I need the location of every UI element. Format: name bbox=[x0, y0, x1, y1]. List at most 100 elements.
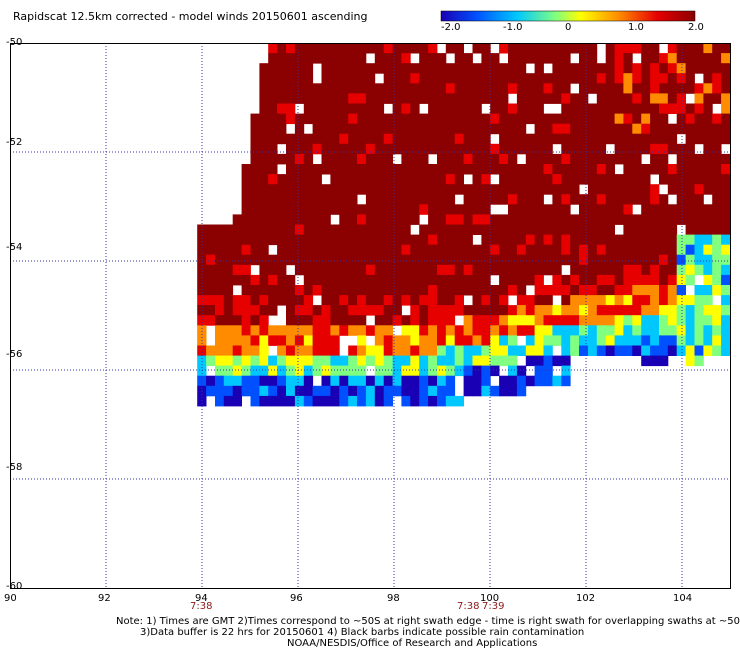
swath-cell bbox=[454, 295, 464, 306]
swath-cell bbox=[667, 184, 678, 195]
swath-cell bbox=[525, 153, 536, 165]
swath-cell bbox=[694, 164, 704, 175]
swath-cell bbox=[579, 143, 589, 155]
swath-cell bbox=[321, 285, 331, 296]
swath-cell bbox=[374, 153, 385, 165]
swath-cell bbox=[357, 214, 367, 225]
swath-cell bbox=[419, 315, 429, 326]
swath-cell bbox=[383, 73, 393, 84]
swath-cell bbox=[223, 395, 234, 407]
swath-cell bbox=[614, 153, 624, 165]
swath-cell bbox=[490, 123, 500, 135]
swath-cell bbox=[676, 73, 686, 84]
swath-cell bbox=[525, 274, 536, 286]
swath-cell bbox=[650, 355, 660, 367]
swath-cell bbox=[401, 113, 411, 125]
swath-cell bbox=[712, 264, 722, 276]
swath-cell bbox=[623, 63, 633, 74]
swath-cell bbox=[437, 143, 447, 155]
swath-cell bbox=[321, 305, 331, 316]
swath-cell bbox=[445, 365, 456, 377]
swath-cell bbox=[428, 164, 438, 175]
swath-cell bbox=[437, 194, 447, 205]
swath-cell bbox=[339, 83, 349, 94]
swath-cell bbox=[543, 305, 553, 316]
swath-cell bbox=[437, 224, 447, 235]
swath-cell bbox=[374, 63, 385, 74]
swath-cell bbox=[552, 73, 562, 84]
swath-cell bbox=[348, 274, 358, 286]
swath-cell bbox=[365, 224, 376, 235]
swath-cell bbox=[605, 204, 615, 215]
swath-cell bbox=[712, 143, 722, 155]
swath-cell bbox=[303, 83, 314, 94]
swath-cell bbox=[445, 315, 456, 326]
swath-cell bbox=[552, 254, 562, 266]
swath-cell bbox=[614, 305, 624, 316]
swath-cell bbox=[694, 315, 704, 326]
swath-cell bbox=[508, 325, 518, 336]
swath-cell bbox=[650, 83, 660, 94]
swath-cell bbox=[605, 335, 615, 346]
swath-cell bbox=[490, 325, 500, 336]
swath-cell bbox=[401, 53, 411, 64]
swath-cell bbox=[259, 325, 269, 336]
swath-cell bbox=[215, 355, 225, 367]
swath-cell bbox=[587, 63, 598, 74]
swath-cell bbox=[215, 365, 225, 377]
swath-cell bbox=[437, 295, 447, 306]
footer-note: Note: 1) Times are GMT 2)Times correspon… bbox=[116, 616, 740, 627]
swath-cell bbox=[419, 63, 429, 74]
swath-cell bbox=[419, 204, 429, 215]
swath-cell bbox=[694, 184, 704, 195]
swath-cell bbox=[286, 295, 296, 306]
swath-cell bbox=[339, 63, 349, 74]
swath-cell bbox=[437, 133, 447, 145]
swath-cell bbox=[286, 214, 296, 225]
swath-cell bbox=[614, 63, 624, 74]
swath-cell bbox=[552, 315, 562, 326]
swath-cell bbox=[685, 335, 695, 346]
swath-cell bbox=[401, 214, 411, 225]
swath-cell bbox=[525, 315, 536, 326]
swath-cell bbox=[348, 315, 358, 326]
swath-cell bbox=[516, 214, 527, 225]
swath-cell bbox=[667, 285, 678, 296]
swath-cell bbox=[543, 335, 553, 346]
swath-cell bbox=[508, 355, 518, 367]
swath-cell bbox=[259, 305, 269, 316]
swath-cell bbox=[525, 133, 536, 145]
swath-cell bbox=[659, 224, 669, 235]
swath-cell bbox=[534, 274, 544, 286]
swath-cell bbox=[286, 234, 296, 246]
swath-cell bbox=[223, 224, 234, 235]
swath-cell bbox=[419, 335, 429, 346]
swath-cell bbox=[650, 345, 660, 356]
swath-cell bbox=[712, 325, 722, 336]
swath-cell bbox=[508, 83, 518, 94]
swath-cell bbox=[348, 63, 358, 74]
swath-cell bbox=[596, 204, 607, 215]
swath-cell bbox=[587, 285, 598, 296]
swath-cell bbox=[339, 315, 349, 326]
swath-cell bbox=[321, 345, 331, 356]
swath-cell bbox=[632, 113, 642, 125]
swath-cell bbox=[277, 43, 287, 54]
swath-cell bbox=[321, 204, 331, 215]
swath-cell bbox=[587, 83, 598, 94]
swath-cell bbox=[445, 174, 456, 185]
swath-cell bbox=[552, 164, 562, 175]
swath-cell bbox=[570, 305, 580, 316]
swath-cell bbox=[570, 224, 580, 235]
swath-cell bbox=[508, 53, 518, 64]
swath-cell bbox=[605, 113, 615, 125]
swath-cell bbox=[303, 194, 314, 205]
swath-cell bbox=[277, 123, 287, 135]
swath-cell bbox=[348, 254, 358, 266]
swath-cell bbox=[579, 345, 589, 356]
swath-cell bbox=[277, 244, 287, 256]
swath-cell bbox=[206, 264, 216, 276]
swath-cell bbox=[659, 194, 669, 205]
swath-cell bbox=[685, 214, 695, 225]
swath-cell bbox=[605, 214, 615, 225]
